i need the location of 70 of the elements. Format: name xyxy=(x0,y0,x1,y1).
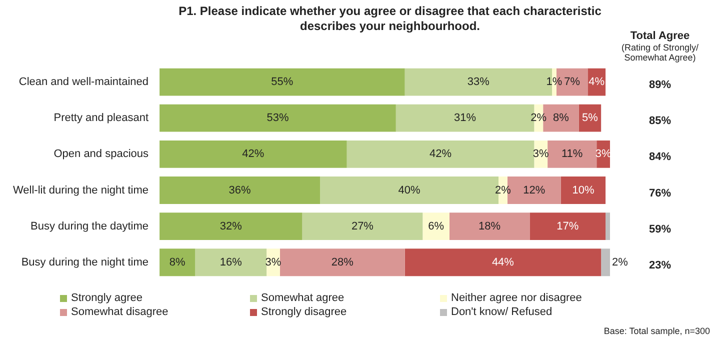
text: 23% xyxy=(648,259,672,272)
data-label: 3% xyxy=(265,256,282,268)
data-label: 16% xyxy=(220,256,242,268)
data-label: 2% xyxy=(530,112,547,124)
y-tick-label: Clean and well-maintained xyxy=(18,76,149,88)
y-tick-label: Busy during the daytime xyxy=(30,220,149,232)
text: Total Agree xyxy=(630,30,690,42)
data-label: 6% xyxy=(428,220,444,232)
data-label: 17% xyxy=(556,220,579,232)
legend-label: Somewhat disagree xyxy=(71,306,168,318)
data-label: 7% xyxy=(564,76,580,88)
bar xyxy=(160,104,396,132)
data-label: 42% xyxy=(242,148,264,160)
data-label: 40% xyxy=(398,184,421,196)
text: 89% xyxy=(648,79,672,92)
bar xyxy=(302,212,423,240)
data-label: 8% xyxy=(169,256,186,268)
bar xyxy=(404,248,602,276)
legend-label: Neither agree nor disagree xyxy=(451,292,582,304)
text: 84% xyxy=(648,151,672,164)
data-label: 12% xyxy=(523,184,546,196)
data-label: 2% xyxy=(495,184,512,196)
y-tick-label: Well-lit during the night time xyxy=(12,184,149,196)
chart-title: P1. Please indicate whether you agree or disagree that each characteristic describes your neighbourhood. xyxy=(178,4,602,34)
data-label: 42% xyxy=(430,148,452,160)
data-label: 5% xyxy=(582,112,598,124)
text: 85% xyxy=(648,115,672,128)
bar xyxy=(601,248,610,276)
bar xyxy=(530,212,606,240)
data-label: 32% xyxy=(220,220,242,232)
bar xyxy=(195,248,267,276)
bar xyxy=(560,176,606,204)
bar xyxy=(160,212,302,240)
data-label: 18% xyxy=(478,220,501,232)
data-label: 4% xyxy=(588,76,605,88)
data-label: 28% xyxy=(331,256,354,268)
y-tick-label: Pretty and pleasant xyxy=(54,112,149,124)
bar xyxy=(548,140,597,168)
bar xyxy=(160,248,196,276)
data-label: 27% xyxy=(351,220,374,232)
data-label: 55% xyxy=(271,76,294,88)
data-label: 33% xyxy=(467,76,490,88)
bar xyxy=(160,68,405,96)
data-label: 1% xyxy=(546,76,562,88)
bar xyxy=(160,140,347,168)
legend-label: Strongly agree xyxy=(71,292,143,304)
text: 76% xyxy=(648,187,672,200)
data-label: 36% xyxy=(228,184,252,196)
bar xyxy=(346,140,534,168)
data-label: 44% xyxy=(492,256,514,268)
y-tick-label: Open and spacious xyxy=(54,148,150,160)
legend-label: Don't know/ Refused xyxy=(451,306,552,318)
y-tick-label: Busy during the night time xyxy=(21,256,149,268)
data-label: 8% xyxy=(552,112,570,124)
data-label: 11% xyxy=(561,148,583,160)
bar xyxy=(606,212,610,240)
text: (Rating of Strongly/ Somewhat Agree) xyxy=(621,42,700,62)
text: Base: Total sample, n=300 xyxy=(604,326,710,336)
legend-label: Strongly disagree xyxy=(261,306,347,318)
bar xyxy=(422,212,450,240)
data-label: 53% xyxy=(266,112,289,124)
data-label: 3% xyxy=(532,148,550,160)
bar xyxy=(449,212,530,240)
data-label: 31% xyxy=(454,112,476,124)
text: 59% xyxy=(648,223,672,236)
legend-label: Somewhat agree xyxy=(261,292,344,304)
bar xyxy=(280,248,405,276)
data-label: 2% xyxy=(612,256,628,268)
bar xyxy=(160,176,320,204)
data-label: 10% xyxy=(572,184,594,196)
